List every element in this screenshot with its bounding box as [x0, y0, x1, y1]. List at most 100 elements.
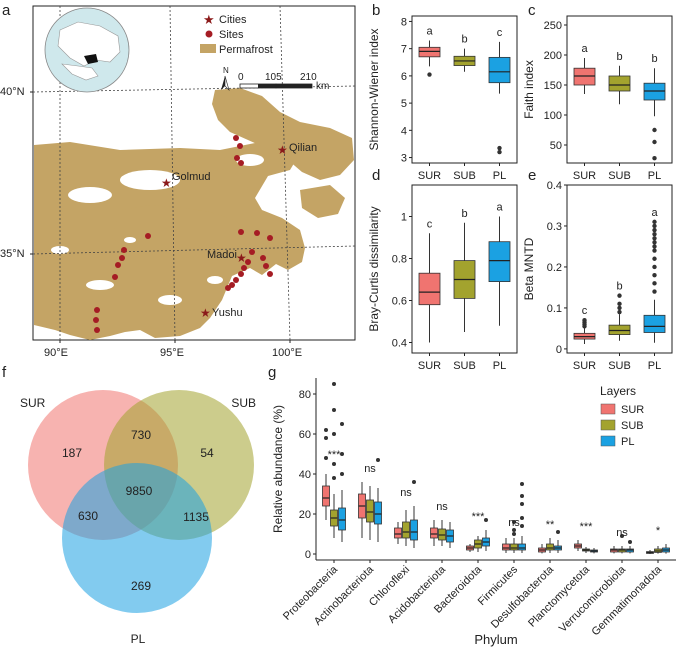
box [643, 314, 666, 333]
y-tick-label: 3 [401, 153, 407, 165]
outlier-point [520, 482, 524, 486]
outlier-point [652, 281, 657, 286]
y-tick-label: 0.2 [547, 262, 562, 274]
lon-label: 100°E [272, 347, 302, 359]
site-dot [93, 317, 99, 323]
outlier-point [324, 436, 328, 440]
y-axis-label: Bray-Curtis dissimilarity [367, 206, 381, 331]
x-tick-label: PL [648, 360, 661, 372]
y-tick-label: 7 [401, 44, 407, 56]
y-tick-label: 0.8 [392, 254, 407, 266]
site-dot [267, 235, 273, 241]
city-label: Yushu [212, 307, 243, 319]
significance-label: * [656, 525, 661, 537]
globe-inset [44, 7, 130, 93]
outlier-point [652, 231, 657, 237]
venn-circle-pl [62, 463, 212, 613]
outlier-point [556, 530, 560, 534]
lon-label: 95°E [160, 347, 184, 359]
y-tick-label: 0 [556, 344, 562, 356]
x-tick-label: Desulfobacterota [489, 563, 557, 631]
panel-e-letter: e [528, 167, 536, 184]
map-ticks [30, 91, 291, 343]
dot-icon [205, 30, 213, 38]
outlier-point [652, 240, 657, 245]
map-legend: ★ Cities Sites Permafrost [200, 12, 273, 56]
y-tick-label: 0 [305, 549, 311, 561]
outlier-point [332, 408, 336, 412]
legend-sites: Sites [219, 29, 244, 41]
box [374, 501, 382, 525]
box [394, 527, 402, 539]
outlier-point [512, 528, 516, 532]
venn-set-label: PL [131, 632, 146, 646]
x-tick-label: Verrucomicrobiota [557, 563, 629, 635]
legend-label: SUR [621, 404, 644, 416]
y-tick-label: 100 [544, 110, 562, 122]
box [488, 241, 511, 282]
outlier-point [332, 432, 336, 436]
x-tick-label: SUB [453, 170, 476, 182]
significance-label: ** [546, 519, 555, 531]
outlier-point [617, 293, 622, 298]
outlier-point [520, 502, 524, 506]
venn-region-value: 1135 [183, 510, 209, 524]
outlier-point [340, 452, 344, 456]
box [488, 56, 511, 84]
outlier-point [652, 236, 657, 241]
panel-g: g 0 20 40 60 80 Relative abundance (%) Phylum P… [268, 364, 676, 647]
y-tick-label: 0.6 [392, 296, 407, 308]
legend-label: SUB [621, 420, 644, 432]
y-tick-label: 0.1 [547, 303, 562, 315]
outlier-point [484, 518, 488, 522]
venn-region-value: 730 [131, 428, 151, 442]
site-dot [238, 229, 244, 235]
significance-letter: a [426, 26, 433, 38]
y-axis-label: Relative abundance (%) [271, 405, 285, 533]
site-dot [267, 271, 273, 277]
outlier-point [652, 272, 657, 278]
y-tick-label: 250 [544, 20, 562, 32]
significance-label: ns [364, 463, 376, 475]
site-dot [234, 155, 240, 161]
site-dot [112, 274, 118, 280]
y-tick-label: 4 [401, 125, 407, 137]
significance-letter: c [497, 27, 503, 39]
lon-label: 90°E [44, 347, 68, 359]
outlier-point [628, 540, 632, 544]
x-tick-label: Planctomycetota [526, 563, 593, 630]
outlier-point [652, 248, 657, 253]
outlier-point [412, 480, 416, 484]
site-dot [237, 143, 243, 149]
outlier-point [617, 309, 622, 315]
box [366, 499, 374, 523]
y-tick-label: 50 [550, 140, 562, 152]
outlier-point [520, 516, 524, 520]
box-panels: 3 4 5 6 7 8 Shannon-Wiener index SUR a SUB b PL c 50 1… [367, 15, 673, 372]
box [510, 543, 518, 551]
box [430, 527, 438, 539]
panel-c-letter: c [528, 2, 536, 19]
y-tick-label: 20 [299, 509, 311, 521]
north-arrow: N [221, 66, 230, 92]
significance-label: *** [328, 449, 342, 461]
star-icon: ★ [200, 306, 211, 320]
x-tick-label: SUB [453, 360, 476, 372]
y-tick-label: 0.4 [547, 180, 562, 192]
city-label: Qilian [289, 142, 317, 154]
x-tick-label: PL [648, 170, 661, 182]
outlier-point [520, 494, 524, 498]
outlier-point [652, 227, 657, 233]
x-tick-label: SUB [608, 360, 631, 372]
significance-label: *** [472, 511, 486, 523]
outlier-point [324, 428, 328, 432]
x-tick-label: Gemmatimonadota [589, 563, 664, 638]
venn-region-value: 630 [78, 509, 98, 523]
box [402, 521, 410, 539]
significance-letter: c [427, 218, 433, 230]
significance-letter: b [461, 34, 467, 46]
outlier-point [427, 72, 432, 77]
significance-label: ns [400, 487, 412, 499]
outlier-point [652, 219, 657, 225]
